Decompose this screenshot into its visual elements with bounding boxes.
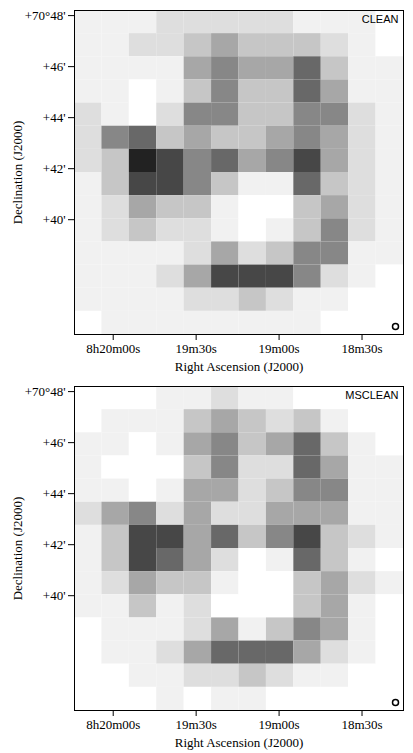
svg-text:Right Ascension (J2000): Right Ascension (J2000) xyxy=(175,735,304,750)
svg-text:+46': +46' xyxy=(43,435,66,450)
svg-text:8h20m00s: 8h20m00s xyxy=(86,717,140,732)
svg-text:+42': +42' xyxy=(43,537,66,552)
svg-text:19m30s: 19m30s xyxy=(176,717,217,732)
svg-text:+42': +42' xyxy=(43,161,66,176)
svg-text:+44': +44' xyxy=(43,486,66,501)
svg-text:+70°48': +70°48' xyxy=(25,8,66,23)
svg-text:8h20m00s: 8h20m00s xyxy=(86,341,140,356)
svg-text:MSCLEAN: MSCLEAN xyxy=(345,389,398,401)
svg-text:+40': +40' xyxy=(43,588,66,603)
svg-text:18m30s: 18m30s xyxy=(341,341,382,356)
svg-text:CLEAN: CLEAN xyxy=(362,13,399,25)
svg-text:+44': +44' xyxy=(43,110,66,125)
svg-text:19m00s: 19m00s xyxy=(259,717,300,732)
svg-text:19m00s: 19m00s xyxy=(259,341,300,356)
svg-text:19m30s: 19m30s xyxy=(176,341,217,356)
svg-text:Declination (J2000): Declination (J2000) xyxy=(10,121,25,225)
svg-text:+70°48': +70°48' xyxy=(25,384,66,399)
svg-text:Right Ascension (J2000): Right Ascension (J2000) xyxy=(175,359,304,374)
svg-text:+40': +40' xyxy=(43,212,66,227)
svg-text:+46': +46' xyxy=(43,59,66,74)
svg-text:18m30s: 18m30s xyxy=(341,717,382,732)
svg-text:Declination (J2000): Declination (J2000) xyxy=(10,497,25,601)
